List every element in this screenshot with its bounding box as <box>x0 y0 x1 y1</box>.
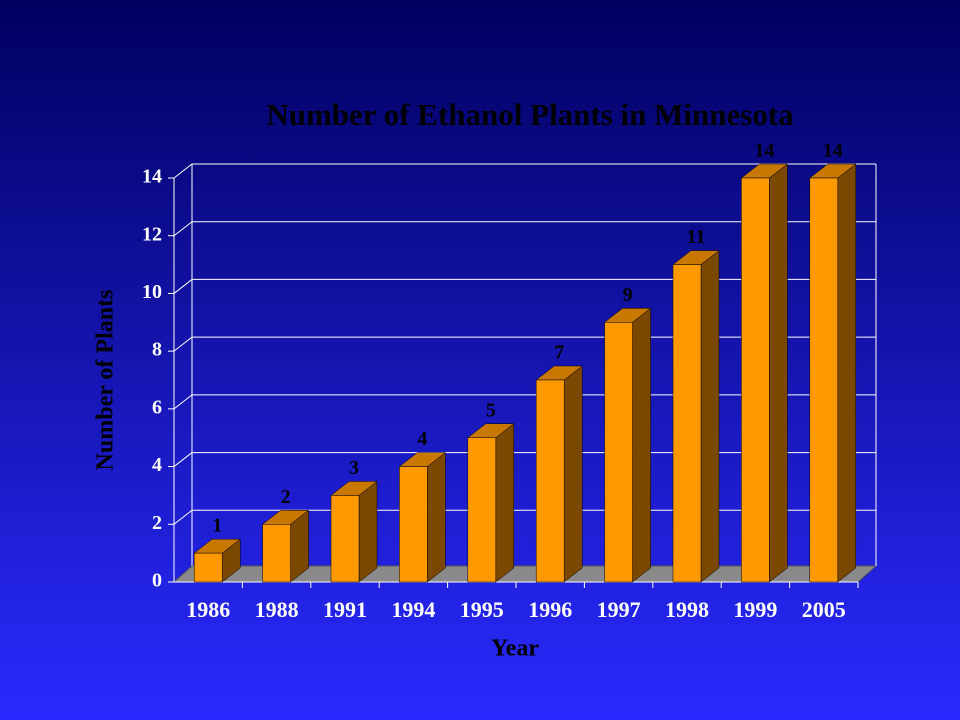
bar <box>535 379 565 583</box>
y-tick-label: 0 <box>152 570 162 592</box>
grid-line <box>173 509 193 525</box>
y-tick-label: 6 <box>152 396 162 418</box>
y-tick-label: 14 <box>142 166 162 188</box>
bar <box>809 177 839 583</box>
y-axis-title: Number of Plants <box>93 290 119 471</box>
x-tick-label: 2005 <box>802 597 846 622</box>
y-tick-label: 8 <box>152 339 162 361</box>
bar <box>399 466 428 583</box>
bar <box>741 177 770 583</box>
x-tick-label: 1988 <box>255 597 299 622</box>
grid-line <box>173 163 193 179</box>
bar-side <box>632 307 651 583</box>
bar-side <box>837 163 857 583</box>
x-tick-label: 1994 <box>391 597 435 622</box>
grid-line <box>173 394 193 410</box>
bar <box>604 322 633 583</box>
bar-side <box>495 423 515 583</box>
bar <box>467 437 497 583</box>
bar-side <box>563 365 583 583</box>
data-label: 5 <box>486 399 496 421</box>
x-tick-label: 1991 <box>323 597 367 622</box>
x-tick-label: 1999 <box>733 597 777 622</box>
data-label: 7 <box>554 342 564 364</box>
data-label: 14 <box>754 140 774 162</box>
data-label: 1 <box>212 515 222 537</box>
bar-side <box>700 250 720 583</box>
data-label: 9 <box>623 284 633 306</box>
bar <box>330 495 360 583</box>
bar <box>672 264 702 583</box>
bar <box>262 524 291 583</box>
y-tick-label: 2 <box>152 512 162 534</box>
data-label: 14 <box>823 140 843 162</box>
chart-title: Number of Ethanol Plants in Minnesota <box>266 97 794 132</box>
data-label: 2 <box>281 486 291 508</box>
bar-side <box>427 452 446 583</box>
x-tick-label: 1998 <box>665 597 709 622</box>
x-axis-title: Year <box>491 636 539 662</box>
x-tick-label: 1997 <box>597 597 641 622</box>
data-label: 3 <box>349 457 359 479</box>
data-label: 4 <box>417 428 427 450</box>
grid-line <box>173 452 193 467</box>
x-tick-label: 1986 <box>186 597 230 622</box>
y-tick-label: 12 <box>142 223 162 245</box>
x-tick-label: 1996 <box>528 597 572 622</box>
data-label: 11 <box>687 226 706 248</box>
bar-side <box>358 480 378 583</box>
grid-line <box>173 279 193 294</box>
grid-line <box>173 336 193 352</box>
grid-line <box>173 221 193 237</box>
x-tick-label: 1995 <box>460 597 504 622</box>
bar-side <box>769 163 788 583</box>
y-tick-label: 4 <box>152 454 162 476</box>
y-tick-label: 10 <box>142 281 162 303</box>
bar <box>193 552 223 583</box>
